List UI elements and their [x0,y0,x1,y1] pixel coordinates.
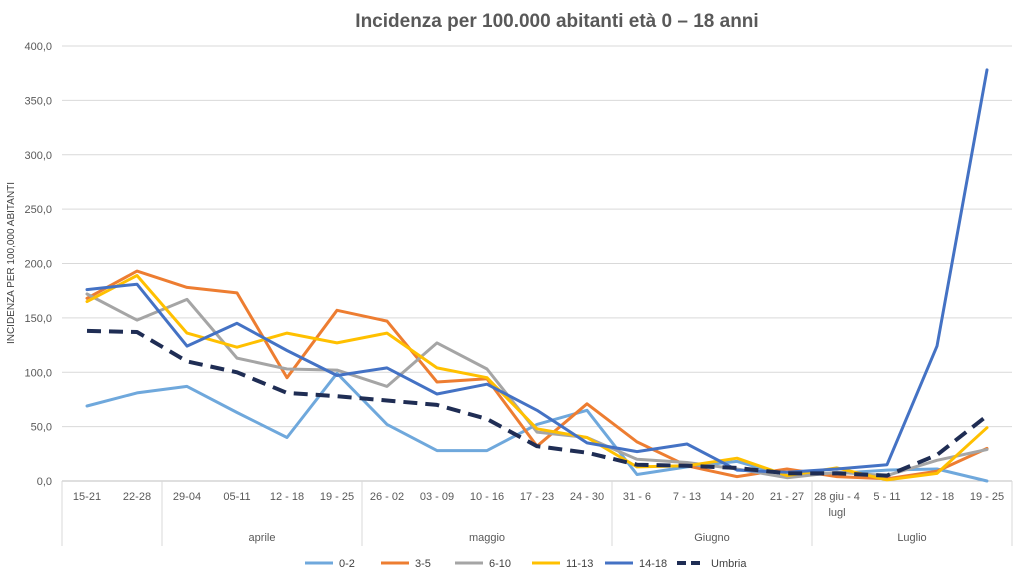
x-tick-label: 03 - 09 [420,491,454,503]
y-tick-label: 200,0 [24,259,52,271]
x-tick-label: 15-21 [73,491,101,503]
x-tick-label: 24 - 30 [570,491,604,503]
legend-label: 0-2 [339,558,355,570]
x-tick-label: 12 - 18 [270,491,304,503]
series-line-6-10 [85,292,989,480]
series-line-14-18 [85,68,989,474]
x-group-label: maggio [469,532,505,544]
legend-label: 3-5 [415,558,431,570]
y-tick-label: 350,0 [24,95,52,107]
x-tick-label: 19 - 25 [320,491,354,503]
y-tick-label: 100,0 [24,367,52,379]
x-tick-label: 12 - 18 [920,491,954,503]
y-tick-label: 150,0 [24,313,52,325]
x-group-label: Giugno [694,532,729,544]
y-tick-label: 400,0 [24,41,52,53]
series-line-umbria [86,328,989,478]
x-tick-label: 28 giu - 4 lugl [814,491,860,519]
x-tick-label: 21 - 27 [770,491,804,503]
series-line-11-13 [85,274,989,482]
gridlines [62,45,1012,428]
x-tick-label: 7 - 13 [673,491,701,503]
x-tick-label: 05-11 [223,491,250,503]
x-tick-label: 31 - 6 [623,491,651,503]
y-tick-label: 250,0 [24,204,52,216]
x-group-label: Luglio [897,532,926,544]
x-tick-label: 14 - 20 [720,491,754,503]
legend-label: Umbria [711,558,747,570]
x-tick-label: 5 - 11 [873,491,900,503]
y-tick-label: 300,0 [24,150,52,162]
x-tick-label: 26 - 02 [370,491,404,503]
y-axis-ticks: 0,0 50,0 100,0 150,0 200,0 250,0 300,0 350,0 400… [24,41,52,488]
chart-title: Incidenza per 100.000 abitanti età 0 – 1… [355,11,758,32]
x-tick-label: 22-28 [123,491,151,503]
legend: 0-2 3-5 6-10 11-13 14-18 Umbria [305,558,747,570]
y-tick-label: 0,0 [37,476,52,488]
y-tick-label: 50,0 [31,422,52,434]
x-tick-label: 10 - 16 [470,491,504,503]
legend-label: 14-18 [639,558,667,570]
series-lines [85,68,989,483]
legend-label: 6-10 [489,558,511,570]
x-group-label: aprile [249,532,276,544]
x-tick-label: 17 - 23 [520,491,554,503]
x-tick-label: 19 - 25 [970,491,1004,503]
x-axis: 15-21 22-28 29-04 05-11 12 - 18 19 - 25 26 - 0… [61,480,1013,546]
y-axis-title: INCIDENZA PER 100,000 ABITANTI [6,182,17,344]
legend-label: 11-13 [566,558,593,570]
x-tick-label: 29-04 [173,491,201,503]
